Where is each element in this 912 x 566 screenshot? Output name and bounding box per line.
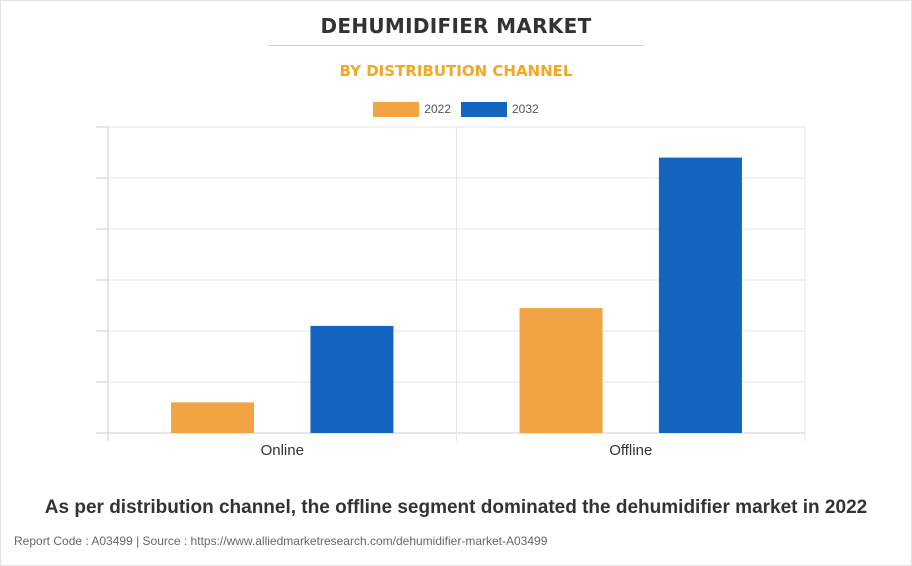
legend-item-2022[interactable]: 2022 (373, 101, 451, 117)
x-tick-label-offline: Offline (609, 442, 652, 459)
bar-offline-2022 (519, 308, 603, 433)
title-divider (268, 45, 644, 46)
legend-swatch-2032 (461, 101, 507, 117)
legend-label-2022: 2022 (424, 102, 451, 116)
chart-title: DEHUMIDIFIER MARKET (320, 14, 592, 38)
chart-subtitle: BY DISTRIBUTION CHANNEL (339, 62, 573, 80)
chart-legend: 2022 2032 (0, 100, 912, 118)
bar-online-2022 (171, 402, 255, 433)
x-tick-label-online: Online (261, 442, 304, 459)
legend-item-2032[interactable]: 2032 (461, 101, 539, 117)
bar-online-2032 (310, 325, 394, 433)
source-footer: Report Code : A03499 | Source : https://… (14, 534, 548, 548)
bar-offline-2032 (658, 157, 742, 433)
chart-caption: As per distribution channel, the offline… (44, 497, 868, 518)
legend-swatch-2022 (373, 101, 420, 117)
legend-label-2032: 2032 (512, 102, 539, 116)
